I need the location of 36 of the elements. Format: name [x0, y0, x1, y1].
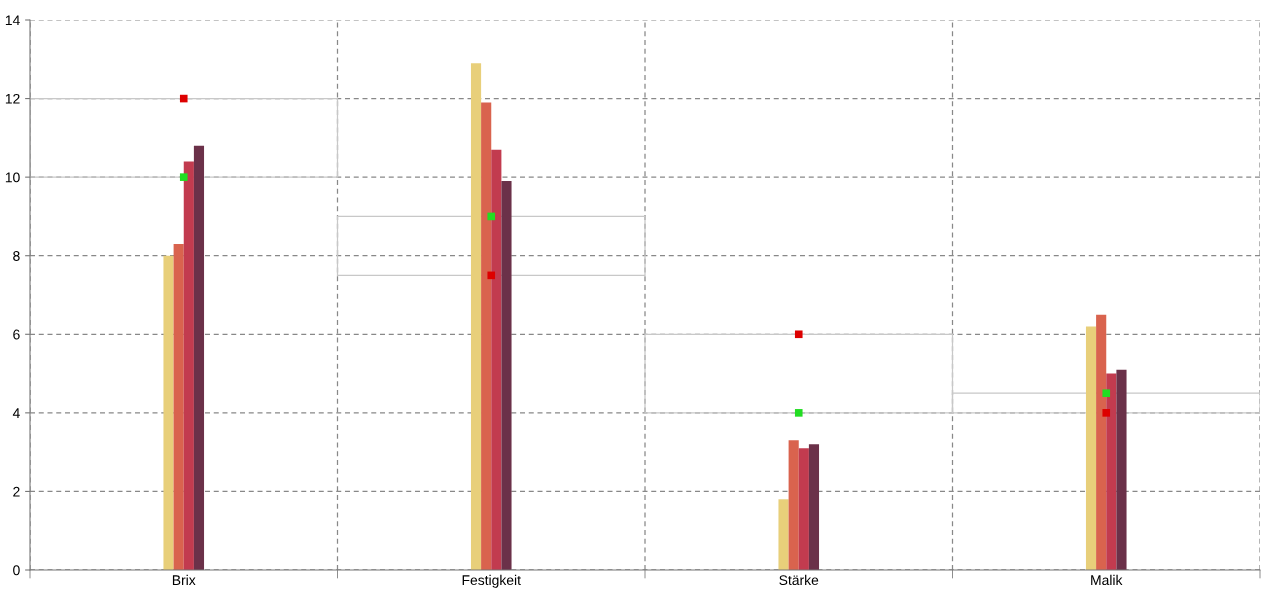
- point: [1102, 389, 1111, 398]
- y-tick-label: 4: [12, 408, 20, 418]
- y-tick-label: 10: [5, 172, 20, 183]
- bar: [193, 145, 205, 570]
- bar: [1085, 326, 1097, 570]
- bar: [778, 499, 789, 570]
- bar: [501, 181, 512, 570]
- bar: [788, 440, 799, 570]
- bar: [1106, 373, 1117, 570]
- y-tick-label: 12: [5, 93, 20, 104]
- y-tick-label: 6: [13, 329, 20, 340]
- y-tick-label: 2: [13, 486, 20, 497]
- bar: [183, 161, 194, 570]
- bar: [808, 444, 820, 570]
- y-tick-label: 8: [13, 251, 20, 261]
- bar: [798, 448, 809, 570]
- point: [179, 173, 188, 181]
- bar: [1096, 314, 1107, 570]
- point: [487, 271, 496, 280]
- x-tick-label: Stärke: [779, 574, 819, 586]
- y-tick-label: 14: [5, 15, 20, 26]
- bar: [491, 149, 502, 570]
- point: [794, 409, 803, 417]
- bar: [481, 102, 492, 570]
- point: [794, 330, 803, 339]
- point: [487, 212, 496, 221]
- bar: [470, 63, 482, 570]
- point: [179, 94, 188, 103]
- point: [1102, 409, 1111, 417]
- bar: [173, 243, 184, 570]
- y-tick-label: 0: [13, 565, 20, 576]
- bar: [1116, 369, 1127, 570]
- x-tick-label: Brix: [172, 574, 196, 585]
- x-tick-label: Malik: [1091, 574, 1123, 586]
- bar: [163, 255, 174, 570]
- x-tick-label: Festigkeit: [462, 574, 521, 588]
